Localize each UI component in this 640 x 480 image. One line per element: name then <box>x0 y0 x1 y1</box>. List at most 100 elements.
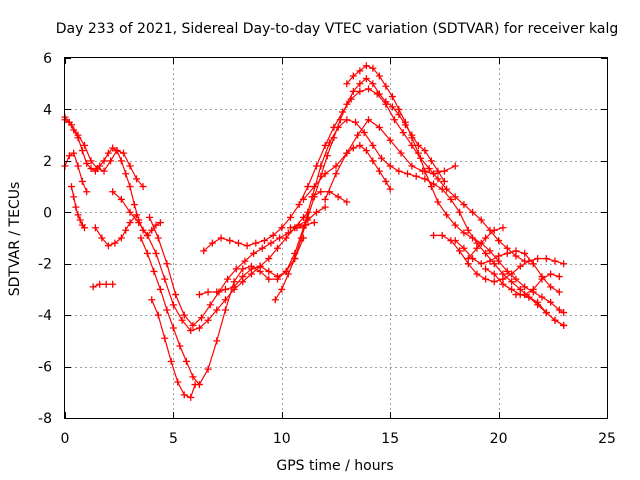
data-point <box>81 141 89 149</box>
data-point <box>286 213 294 221</box>
data-point <box>133 211 141 219</box>
data-point <box>100 167 108 175</box>
data-point <box>412 172 420 180</box>
data-point <box>265 267 273 275</box>
y-tick-label: -6 <box>38 360 52 376</box>
data-series <box>61 62 568 401</box>
data-point <box>401 118 409 126</box>
data-point <box>382 98 390 106</box>
data-point <box>434 167 442 175</box>
data-point <box>68 183 76 191</box>
data-point <box>365 116 373 124</box>
data-point <box>512 247 520 255</box>
data-point <box>143 249 151 257</box>
grid <box>65 58 607 418</box>
plot-frame <box>64 57 608 419</box>
series-arc-5 <box>89 280 117 291</box>
data-point <box>91 224 99 232</box>
data-point <box>360 129 368 137</box>
data-point <box>273 273 281 281</box>
data-point <box>362 75 370 83</box>
data-point <box>460 244 468 252</box>
data-point <box>70 126 78 134</box>
data-point <box>206 301 214 309</box>
data-point <box>469 234 477 242</box>
data-point <box>386 185 394 193</box>
x-tick-label: 10 <box>273 431 291 447</box>
data-point <box>332 162 340 170</box>
data-point <box>278 285 286 293</box>
series-arc-10 <box>146 213 318 329</box>
data-point <box>241 257 249 265</box>
data-point <box>96 162 104 170</box>
data-point <box>369 80 377 88</box>
data-point <box>460 201 468 209</box>
data-point <box>180 391 188 399</box>
data-point <box>427 183 435 191</box>
data-point <box>399 129 407 137</box>
x-tick-label: 20 <box>490 431 508 447</box>
data-point <box>356 67 364 75</box>
data-point <box>534 298 542 306</box>
data-point <box>163 306 171 314</box>
data-point <box>247 265 255 273</box>
data-point <box>117 195 125 203</box>
data-point <box>204 316 212 324</box>
data-point <box>349 87 357 95</box>
x-axis-title: GPS time / hours <box>276 458 393 474</box>
data-point <box>299 195 307 203</box>
data-point <box>521 291 529 299</box>
y-tick-label: 0 <box>43 205 52 221</box>
data-point <box>87 165 95 173</box>
data-point <box>200 247 208 255</box>
data-point <box>343 100 351 108</box>
data-point <box>365 85 373 93</box>
data-point <box>126 219 134 227</box>
data-point <box>104 242 112 250</box>
data-point <box>161 275 169 283</box>
data-point <box>278 224 286 232</box>
data-point <box>482 275 490 283</box>
data-point <box>349 144 357 152</box>
data-point <box>111 239 119 247</box>
data-point <box>148 296 156 304</box>
data-point <box>178 316 186 324</box>
data-point <box>516 262 524 270</box>
data-point <box>323 152 331 160</box>
data-point <box>499 224 507 232</box>
series-arc-18 <box>286 203 329 232</box>
data-point <box>547 298 555 306</box>
data-point <box>126 183 134 191</box>
data-point <box>74 211 82 219</box>
data-point <box>146 213 154 221</box>
data-point <box>547 283 555 291</box>
data-point <box>230 283 238 291</box>
data-point <box>269 231 277 239</box>
data-point <box>486 257 494 265</box>
data-point <box>503 267 511 275</box>
series-arc-21 <box>482 265 568 329</box>
data-point <box>555 273 563 281</box>
data-point <box>456 208 464 216</box>
data-point <box>477 216 485 224</box>
data-point <box>369 157 377 165</box>
data-point <box>482 265 490 273</box>
data-point <box>260 237 268 245</box>
data-point <box>334 193 342 201</box>
data-point <box>321 195 329 203</box>
data-point <box>451 221 459 229</box>
y-tick-label: 6 <box>43 51 52 67</box>
data-point <box>76 216 84 224</box>
data-point <box>451 193 459 201</box>
data-point <box>397 149 405 157</box>
data-point <box>107 157 115 165</box>
data-point <box>551 257 559 265</box>
data-point <box>469 208 477 216</box>
data-point <box>150 267 158 275</box>
data-point <box>234 239 242 247</box>
data-point <box>156 219 164 227</box>
data-point <box>443 211 451 219</box>
data-point <box>547 270 555 278</box>
data-point <box>464 226 472 234</box>
